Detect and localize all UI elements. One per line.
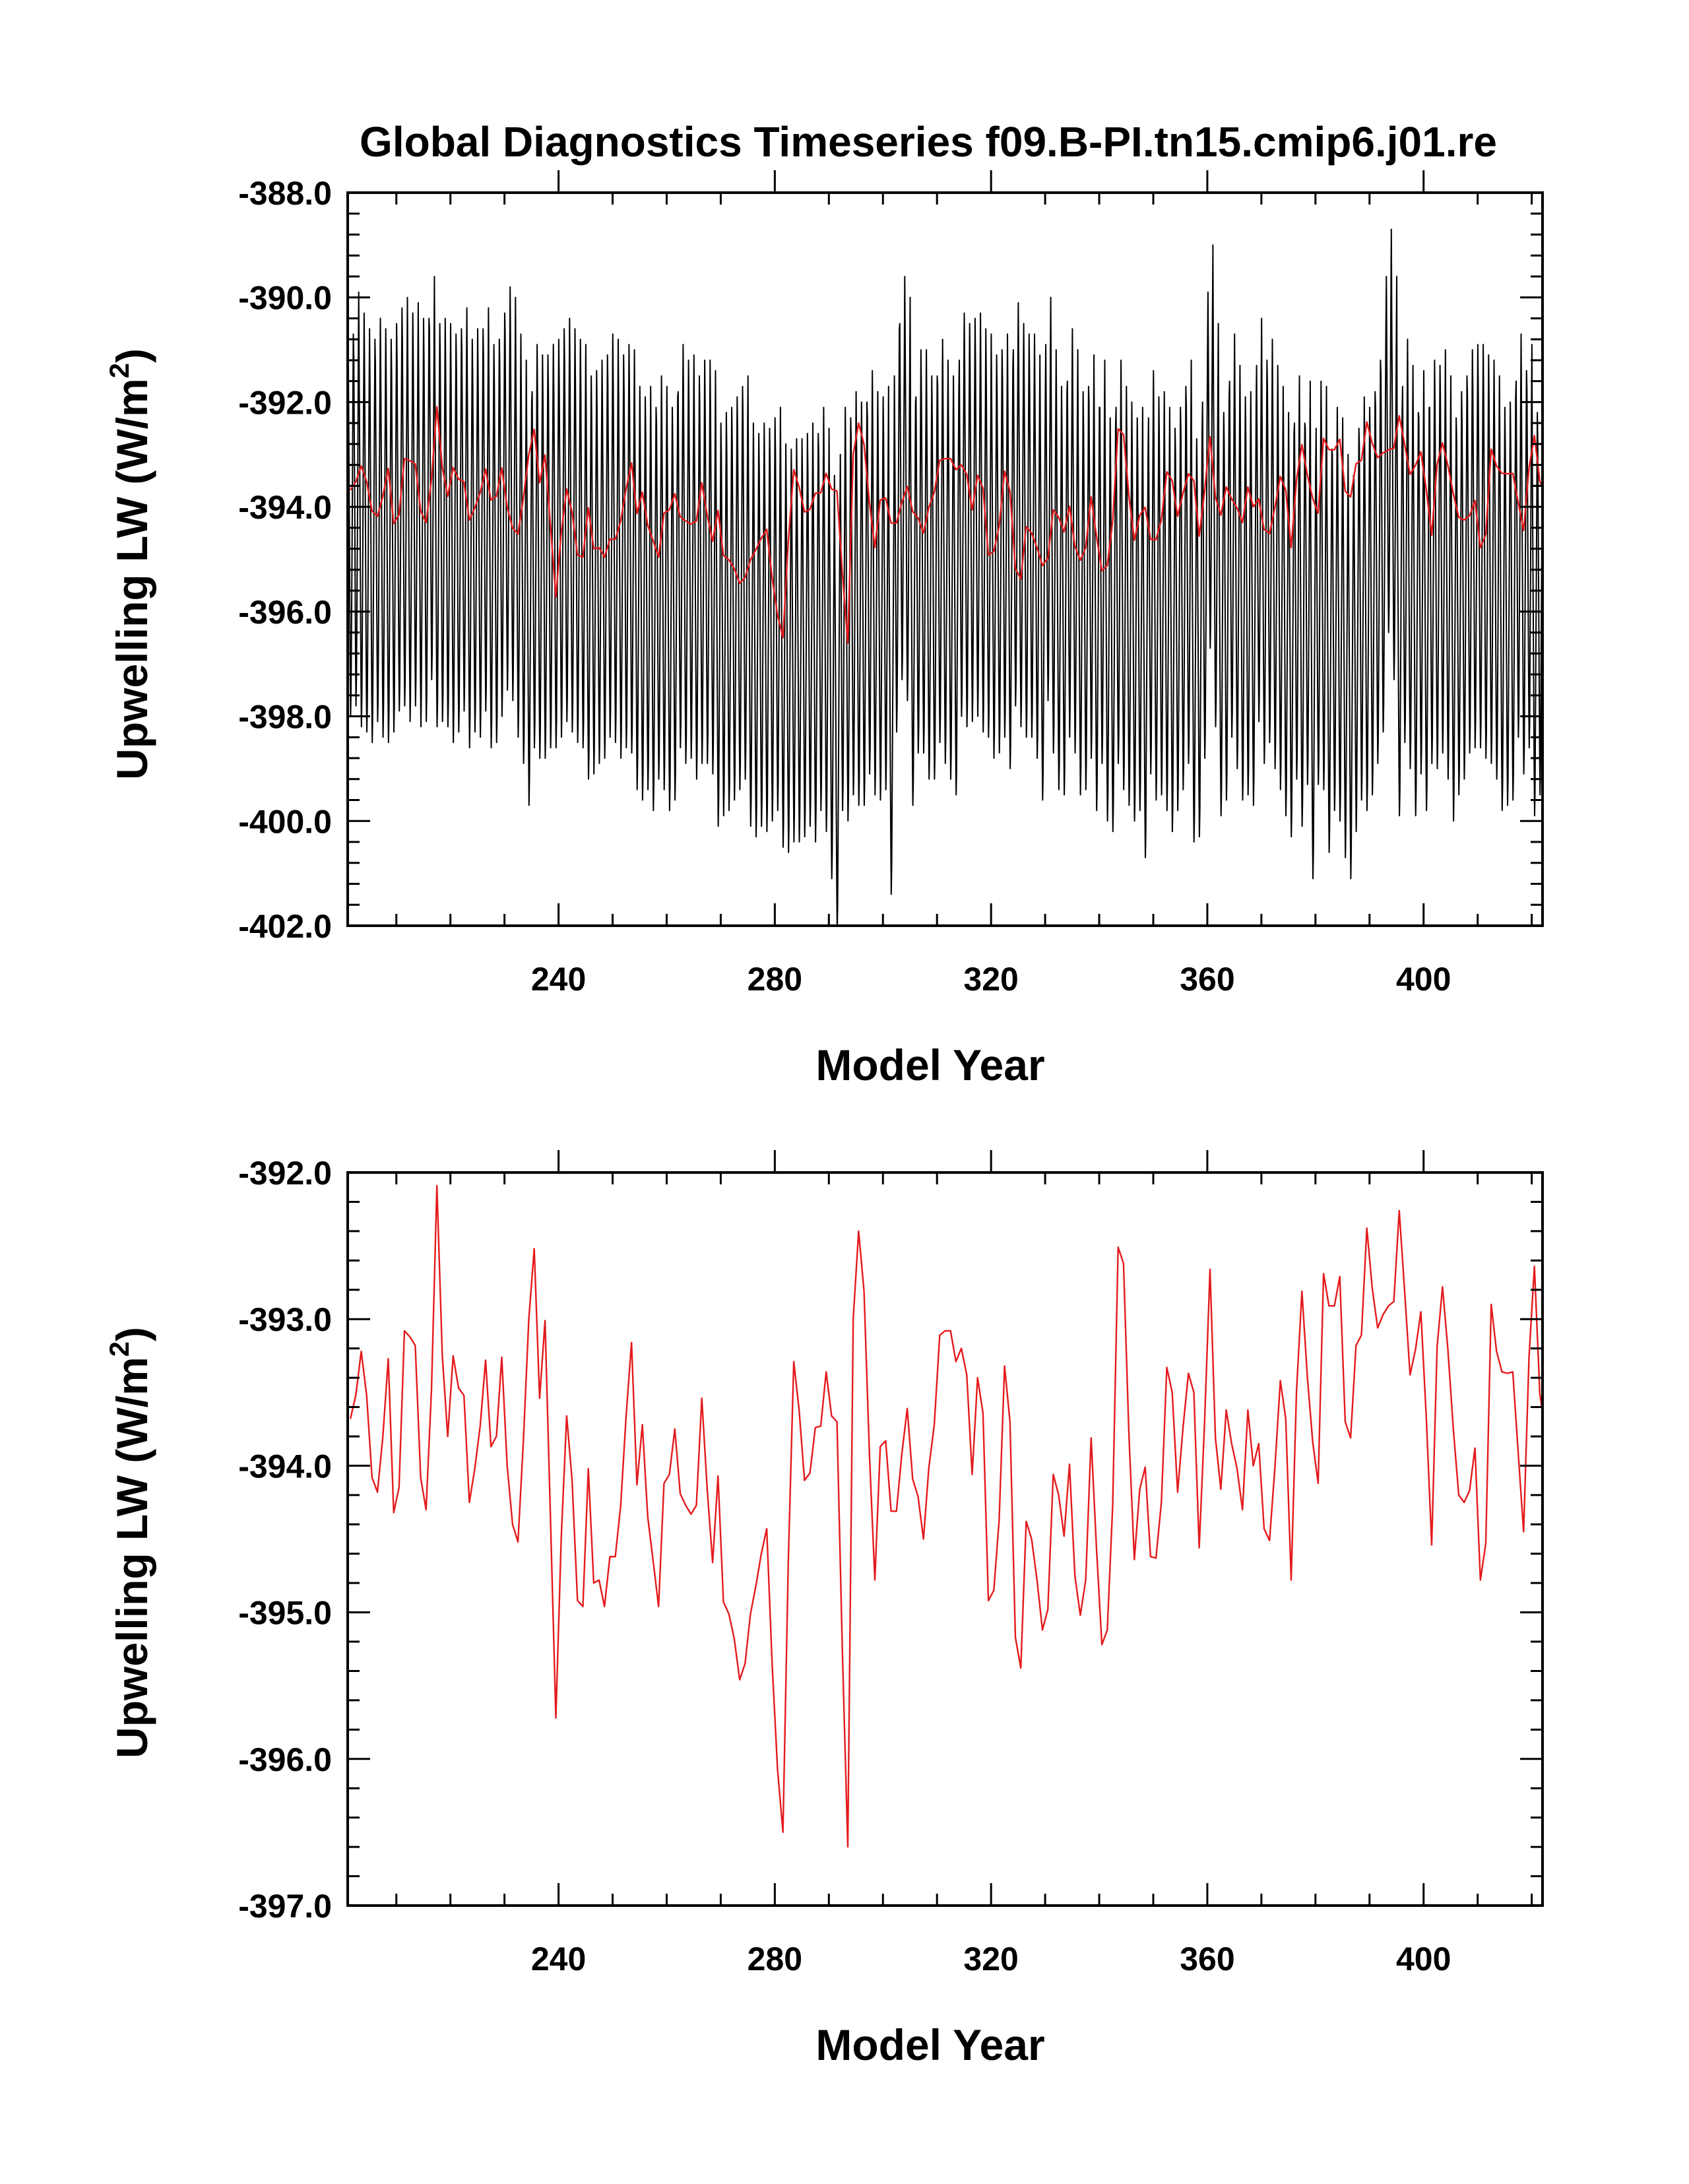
- top-x-tick-label: 240: [531, 961, 586, 998]
- bottom-axes: -392.0 -393.0 -394.0 -395.0 -396.0 -397.0 240 2…: [238, 1150, 1543, 1977]
- top-panel: -388.0 -390.0 -392.0 -394.0 -396.0 -398.0 -400…: [104, 170, 1544, 1089]
- bottom-x-axis-label: Model Year: [815, 2020, 1044, 2069]
- bottom-panel: -392.0 -393.0 -394.0 -395.0 -396.0 -397.0 240 2…: [104, 1150, 1544, 2069]
- top-plot-frame: [346, 191, 1544, 927]
- top-y-tick-label: -398.0: [238, 699, 332, 736]
- bottom-x-tick-label: 280: [748, 1941, 802, 1977]
- top-y-tick-label: -390.0: [238, 280, 332, 317]
- top-x-tick-label: 400: [1396, 961, 1451, 998]
- bottom-plot-lines: [349, 1184, 1543, 1848]
- figure-title: Global Diagnostics Timeseries f09.B-PI.t…: [360, 118, 1497, 166]
- top-y-tick-label: -402.0: [238, 908, 332, 945]
- top-annual-series-line: [350, 406, 1543, 644]
- bottom-y-tick-label: -395.0: [238, 1595, 332, 1632]
- top-x-tick-label: 320: [963, 961, 1018, 998]
- bottom-x-tick-label: 240: [531, 1941, 586, 1977]
- bottom-y-tick-label: -396.0: [238, 1741, 332, 1778]
- top-y-tick-label: -394.0: [238, 489, 332, 526]
- top-axes: -388.0 -390.0 -392.0 -394.0 -396.0 -398.0 -400…: [238, 170, 1543, 998]
- top-plot-lines: [348, 228, 1543, 926]
- top-x-tick-label: 280: [748, 961, 802, 998]
- bottom-x-tick-label: 360: [1180, 1941, 1234, 1977]
- top-y-tick-label: -400.0: [238, 803, 332, 840]
- bottom-y-tick-label: -393.0: [238, 1301, 332, 1338]
- top-y-tick-label: -388.0: [238, 175, 332, 212]
- top-y-tick-label: -396.0: [238, 594, 332, 631]
- top-y-axis-label: Upwelling LW (W/m2): [104, 348, 156, 780]
- bottom-annual-series-line: [349, 1184, 1543, 1848]
- top-monthly-series-line: [348, 228, 1543, 926]
- bottom-y-tick-label: -397.0: [238, 1888, 332, 1925]
- bottom-y-tick-label: -392.0: [238, 1155, 332, 1192]
- bottom-y-axis-label: Upwelling LW (W/m2): [104, 1327, 156, 1758]
- bottom-x-tick-label: 400: [1396, 1941, 1451, 1977]
- top-y-tick-label: -392.0: [238, 384, 332, 421]
- top-x-tick-label: 360: [1180, 961, 1234, 998]
- bottom-plot-frame: [346, 1171, 1544, 1907]
- top-x-axis-label: Model Year: [815, 1041, 1044, 1089]
- bottom-x-tick-label: 320: [963, 1941, 1018, 1977]
- bottom-y-tick-label: -394.0: [238, 1448, 332, 1485]
